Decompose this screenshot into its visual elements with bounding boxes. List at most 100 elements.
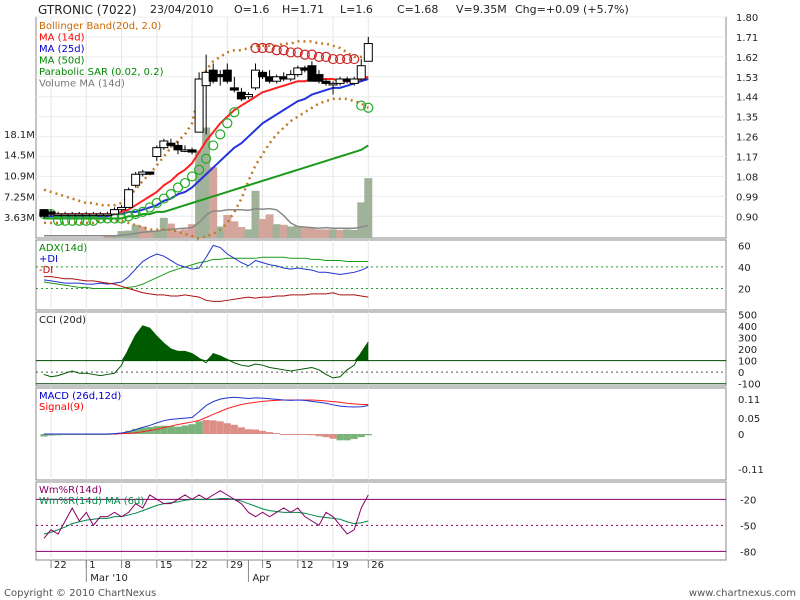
price-axis-label: 1.26 [736, 133, 758, 144]
volume-bar [350, 229, 359, 238]
volume-axis-label: 18.1M [4, 130, 35, 141]
candle-body [102, 213, 112, 217]
panel-frame-macd [35, 387, 727, 481]
volume-axis-label: 14.5M [4, 151, 35, 162]
macd-histogram-bar [322, 434, 330, 438]
sar-dot [172, 182, 184, 193]
macd-histogram-bar [308, 434, 316, 436]
volume-bar [293, 225, 302, 238]
adx-axis-label: 60 [738, 241, 751, 252]
price-axis-label: 1.53 [736, 73, 758, 84]
macd-histogram-bar [216, 421, 224, 434]
volume-bar [307, 227, 316, 238]
cci-fill-area [44, 325, 369, 361]
price-legend-item: MA (50d) [39, 56, 85, 67]
adx-axis-label: 40 [738, 263, 751, 274]
macd-legend-item: Signal(9) [39, 402, 84, 413]
wm-axis-label: -20 [740, 495, 756, 506]
candle-body [110, 209, 119, 215]
candle-body [328, 82, 338, 86]
sar-dot [179, 177, 191, 189]
sar-dot [313, 51, 325, 62]
sar-dot [250, 42, 261, 54]
sar-dot [335, 53, 346, 65]
low-price: L=1.6 [340, 3, 373, 16]
sar-dot [349, 53, 360, 65]
macd-histogram-bar [132, 428, 140, 434]
volume-bar [357, 202, 366, 238]
sar-dot [306, 49, 317, 60]
macd-histogram-bar [188, 424, 196, 434]
sar-dot [320, 51, 332, 62]
plus-di-line [43, 244, 369, 285]
ma25-line [44, 78, 369, 218]
volume-bar [251, 190, 260, 238]
footer-copyright: Copyright © 2010 ChartNexus [4, 588, 156, 599]
volume-bar [265, 214, 274, 238]
panel-frame-adx [35, 239, 727, 311]
candle-body [229, 87, 239, 91]
price-legend-item: Volume MA (14d) [39, 79, 125, 90]
price-axis-label: 0.99 [736, 192, 758, 203]
macd-histogram-bar [329, 434, 337, 439]
candle-body [258, 71, 268, 78]
volume-bar [173, 230, 182, 238]
candle-body [145, 171, 155, 175]
macd-histogram-bar [174, 426, 182, 434]
x-tick-label: 29 [230, 560, 243, 571]
volume-bar [237, 227, 246, 238]
macd-histogram-bar [266, 432, 274, 434]
price-axis-label: 1.44 [736, 93, 758, 104]
quote-date: 23/04/2010 [150, 3, 214, 16]
volume-bar [258, 219, 267, 238]
candle-body [173, 144, 183, 151]
macd-histogram-bar [40, 434, 48, 437]
macd-axis-label: 0.05 [738, 414, 760, 425]
price-legend-item: MA (25d) [39, 44, 85, 55]
macd-legend-item: MACD (26d,12d) [39, 391, 121, 402]
candle-body [194, 78, 204, 133]
volume-ma-line [44, 207, 369, 237]
cci-line [43, 325, 369, 379]
volume-bar [272, 224, 281, 238]
x-tick-label: 26 [371, 560, 384, 571]
macd-histogram-bar [301, 434, 309, 435]
price-legend-item: Bollinger Band(20d, 2.0) [39, 21, 161, 32]
sar-dot [257, 42, 268, 54]
wm-line [43, 490, 369, 539]
x-tick-label: 22 [195, 560, 208, 571]
sar-dot [356, 100, 367, 111]
volume-bar [314, 229, 323, 238]
sar-dot [116, 213, 127, 224]
sar-dot [208, 140, 219, 151]
macd-histogram-bar [287, 434, 295, 435]
open-price: O=1.6 [234, 3, 270, 16]
price-axis-label: 1.71 [736, 33, 758, 44]
candle-body [152, 147, 162, 157]
wm-axis-label: -80 [740, 547, 756, 558]
sar-dot [285, 47, 296, 58]
high-price: H=1.71 [282, 3, 324, 16]
sar-dot [151, 197, 162, 209]
volume-bar [110, 236, 119, 238]
sar-dot [60, 215, 71, 226]
macd-histogram-bar [125, 430, 133, 434]
macd-line [44, 396, 369, 435]
panel-frame-cci [35, 311, 727, 387]
cci-legend-item: CCI (20d) [39, 315, 86, 326]
volume-bar [329, 229, 338, 238]
candle-body [349, 78, 359, 84]
cci-axis-label: 0 [738, 368, 744, 379]
price-change: Chg=+0.09 (+5.7%) [515, 3, 629, 16]
volume-bar [216, 226, 225, 238]
volume-value: V=9.35M [456, 3, 507, 16]
macd-histogram-bar [350, 434, 358, 440]
volume-bar [364, 178, 373, 238]
macd-axis-label: 0.11 [738, 395, 760, 406]
sar-dot [194, 164, 205, 175]
cci-axis-label: 200 [738, 345, 757, 356]
x-tick-label: 22 [54, 560, 67, 571]
volume-bar [181, 229, 189, 238]
candle-body [356, 65, 366, 80]
macd-histogram-bar [167, 426, 175, 434]
